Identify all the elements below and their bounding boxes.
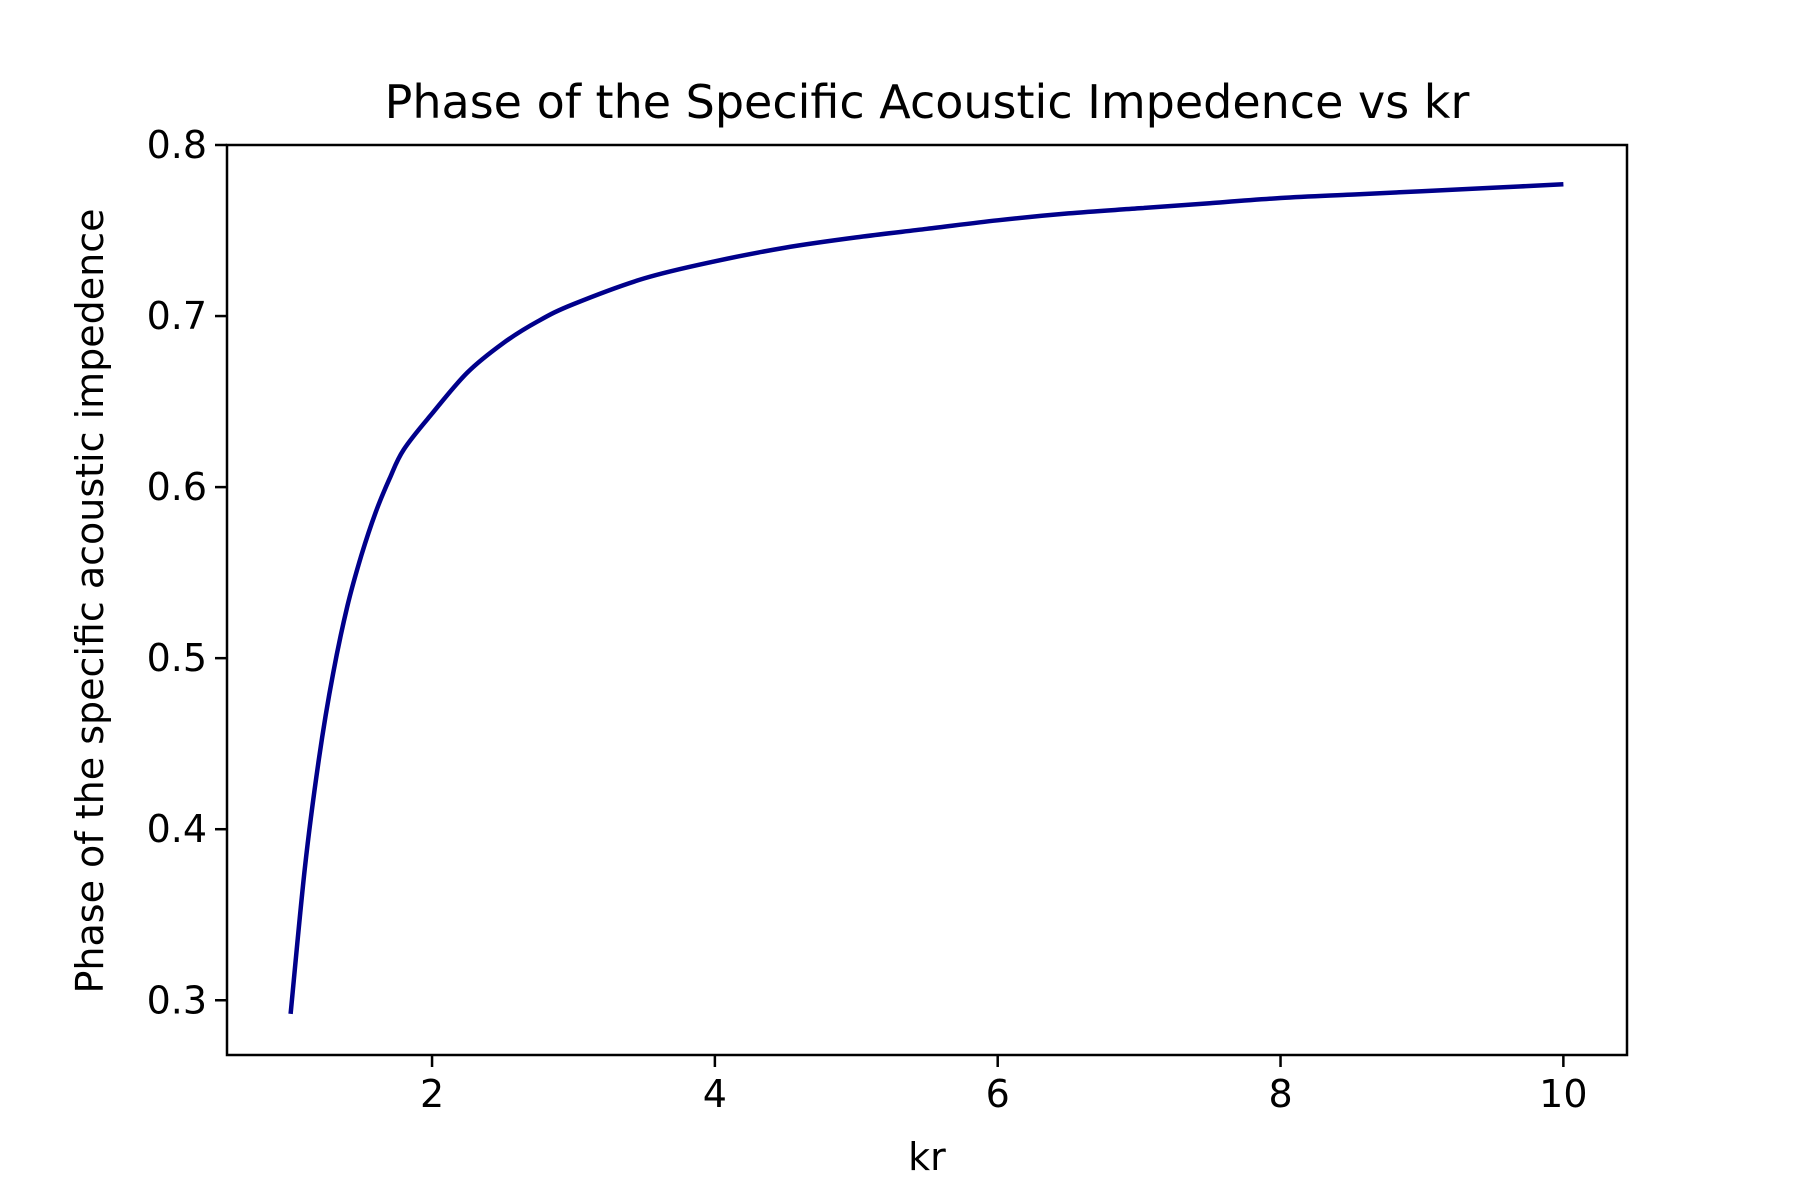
y-tick-label: 0.7 [147, 294, 207, 338]
x-tick-label: 4 [703, 1072, 727, 1116]
x-tick-label: 6 [986, 1072, 1010, 1116]
x-tick-label: 2 [420, 1072, 444, 1116]
y-axis-label: Phase of the specific acoustic impedence [68, 208, 112, 993]
x-tick-label: 8 [1268, 1072, 1292, 1116]
ticks: 2 4 6 8 10 0.3 0.4 0.5 0.6 0.7 0.8 [147, 123, 1588, 1116]
x-axis-label: kr [908, 1135, 946, 1179]
y-tick-label: 0.3 [147, 978, 207, 1022]
series-line [288, 182, 1564, 1015]
plot-frame [225, 143, 1629, 1057]
x-tick-label: 10 [1539, 1072, 1587, 1116]
chart-title: Phase of the Specific Acoustic Impedence… [385, 75, 1470, 129]
y-tick-label: 0.6 [147, 465, 207, 509]
y-tick-label: 0.8 [147, 123, 207, 167]
y-tick-label: 0.5 [147, 636, 207, 680]
y-tick-label: 0.4 [147, 807, 207, 851]
